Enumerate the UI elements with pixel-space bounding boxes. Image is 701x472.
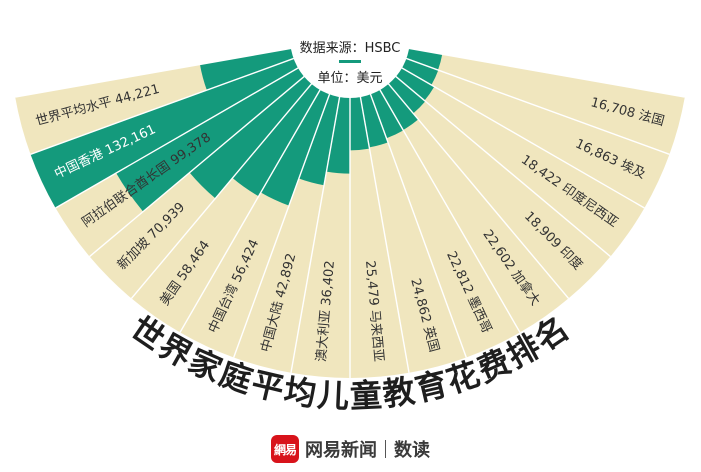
sector-divider xyxy=(179,87,322,333)
bar xyxy=(400,57,439,85)
bar xyxy=(326,95,350,174)
brand-separator xyxy=(385,440,386,458)
bar xyxy=(232,82,321,197)
bar xyxy=(116,67,306,212)
sector-divider xyxy=(30,57,296,155)
sector-divider xyxy=(290,94,341,373)
hub-divider xyxy=(339,60,361,63)
center-hub xyxy=(290,0,410,98)
bar xyxy=(260,88,331,206)
brand-name: 网易新闻 xyxy=(305,440,377,461)
bar xyxy=(298,92,340,186)
sector-divider xyxy=(15,47,294,98)
sector-divider xyxy=(404,57,670,155)
sector-divider xyxy=(369,92,467,358)
sector-divider xyxy=(378,87,521,333)
bar xyxy=(350,95,370,151)
sector-divider xyxy=(130,81,314,299)
sector-divider xyxy=(89,74,307,258)
bar xyxy=(394,67,435,101)
sector-divider xyxy=(55,66,301,209)
sector-divider xyxy=(406,47,685,98)
netease-logo: 網易 xyxy=(271,435,299,463)
sector-divider xyxy=(399,66,645,209)
sector-divider xyxy=(359,94,410,373)
sector-divider xyxy=(386,81,570,299)
bar xyxy=(189,75,313,199)
footer: 網易 网易新闻 数读 xyxy=(0,432,701,466)
bar xyxy=(30,57,300,209)
sub-brand-name: 数读 xyxy=(394,440,430,461)
source-label: 数据来源：HSBC xyxy=(300,41,401,56)
unit-label: 单位：美元 xyxy=(317,71,382,86)
bar xyxy=(369,88,404,139)
bar xyxy=(387,75,426,114)
bar xyxy=(379,82,419,130)
bar xyxy=(199,48,296,91)
sector-divider xyxy=(233,92,331,358)
bar xyxy=(404,48,443,71)
sector-divider xyxy=(393,74,611,258)
